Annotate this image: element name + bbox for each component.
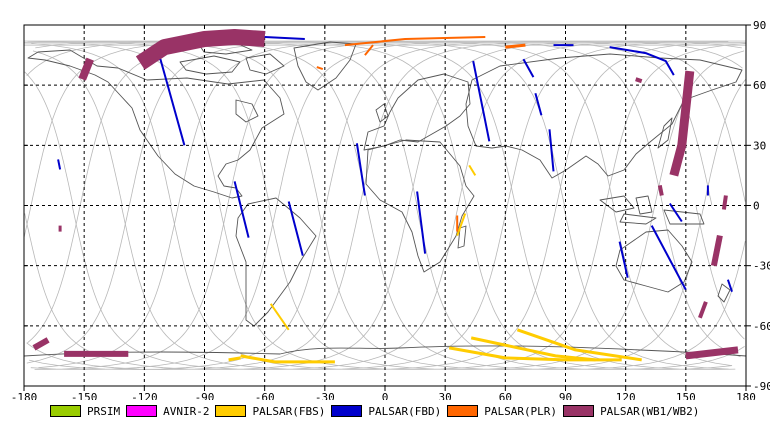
- legend-label: PALSAR(WB1/WB2): [600, 404, 700, 418]
- coastline-indonesia: [599, 195, 705, 225]
- legend-swatch: [331, 405, 363, 417]
- swath-palsar-wb1-wb2: [710, 235, 723, 267]
- coastline-new-zealand: [717, 283, 731, 303]
- x-tick-label: 30: [439, 391, 452, 400]
- legend-swatch: [563, 405, 595, 417]
- swath-palsar-fbd: [416, 191, 427, 254]
- swath-palsar-fbd: [159, 58, 186, 146]
- coastline-greenland: [293, 41, 357, 91]
- coastline-japan: [657, 117, 673, 149]
- coastlines: [23, 41, 747, 357]
- x-tick-label: 180: [736, 391, 756, 400]
- swath-palsar-fbd: [57, 159, 62, 170]
- swath-palsar-plr: [505, 43, 526, 49]
- swath-palsar-fbs: [228, 356, 241, 362]
- swath-palsar-plr: [364, 44, 374, 56]
- legend-label: AVNIR-2: [163, 404, 210, 418]
- swath-palsar-fbd: [472, 60, 491, 142]
- orbit-track: [26, 40, 746, 371]
- swath-palsar-fbs: [516, 328, 642, 362]
- swath-palsar-wb1-wb2: [635, 77, 643, 84]
- swath-palsar-wb1-wb2: [685, 346, 739, 360]
- legend-item: PALSAR(FBS): [215, 405, 325, 418]
- orbit-track: [30, 40, 732, 371]
- coastline-south-america: [235, 197, 317, 327]
- legend-item: PALSAR(WB1/WB2): [563, 405, 699, 418]
- x-tick-label: -30: [315, 391, 335, 400]
- y-tick-label: -60: [753, 320, 770, 333]
- coastline-madagascar: [457, 225, 467, 249]
- legend-label: PALSAR(FBS): [252, 404, 326, 418]
- coastline-british-isles: [375, 103, 389, 123]
- legend-label: PALSAR(FBD): [368, 404, 442, 418]
- coverage-map: -180 -150 -120 -90 -60 -30 0 30 60 90 120 150 180 90 6…: [10, 19, 770, 400]
- swath-palsar-plr: [316, 66, 324, 71]
- x-tick-label: -90: [195, 391, 215, 400]
- orbit-track: [32, 40, 742, 371]
- swath-palsar-fbs: [448, 346, 566, 362]
- swath-palsar-fbs: [468, 164, 477, 176]
- swath-palsar-fbd: [522, 58, 535, 78]
- acquisition-swaths: [32, 29, 739, 364]
- swath-palsar-plr: [344, 36, 486, 47]
- coastline-hudson-bay: [235, 99, 259, 123]
- coastline-north-america: [27, 49, 285, 199]
- swath-palsar-fbs: [240, 354, 335, 364]
- legend-item: AVNIR-2: [126, 405, 209, 418]
- swath-palsar-wb1-wb2: [78, 57, 94, 81]
- x-tick-label: -150: [71, 391, 98, 400]
- legend-swatch: [447, 405, 479, 417]
- x-tick-label: -60: [255, 391, 275, 400]
- swath-palsar-wb1-wb2: [721, 195, 728, 210]
- y-tick-label: 30: [753, 139, 766, 152]
- y-tick-label: 0: [753, 200, 760, 213]
- swath-palsar-fbd: [726, 279, 733, 293]
- swath-palsar-fbd: [233, 181, 250, 238]
- coastline-asia: [465, 53, 743, 179]
- legend-item: PALSAR(PLR): [447, 405, 557, 418]
- swath-palsar-fbs: [269, 303, 290, 331]
- x-tick-label: 90: [559, 391, 572, 400]
- swath-palsar-fbd: [650, 225, 687, 291]
- x-tick-label: -120: [131, 391, 158, 400]
- swath-palsar-fbd: [264, 36, 305, 40]
- legend-label: PALSAR(PLR): [484, 404, 558, 418]
- swath-palsar-wb1-wb2: [32, 337, 50, 351]
- axis-ticks: -180 -150 -120 -90 -60 -30 0 30 60 90 120 150 180 90 6…: [11, 19, 770, 400]
- swath-palsar-fbd: [534, 92, 543, 116]
- swath-palsar-wb1-wb2: [657, 185, 664, 196]
- y-tick-label: 90: [753, 19, 766, 32]
- legend-label: PRSIM: [87, 404, 121, 418]
- swath-palsar-fbd: [287, 201, 304, 256]
- legend-item: PALSAR(FBD): [331, 405, 441, 418]
- coastline-antarctica: [23, 345, 747, 357]
- x-tick-label: 120: [616, 391, 636, 400]
- coastline-australia: [615, 229, 693, 293]
- y-tick-label: -90: [753, 380, 770, 393]
- swath-palsar-wb1-wb2: [135, 29, 266, 70]
- legend-item: PRSIM: [50, 405, 120, 418]
- y-tick-label: 60: [753, 79, 766, 92]
- x-tick-label: 60: [499, 391, 512, 400]
- swath-palsar-wb1-wb2: [669, 70, 695, 177]
- orbit-track: [35, 40, 745, 371]
- swath-palsar-fbd: [668, 202, 683, 223]
- legend: PRSIM AVNIR-2 PALSAR(FBS) PALSAR(FBD) PALSAR…: [50, 402, 705, 420]
- y-tick-label: -30: [753, 260, 770, 273]
- swath-palsar-fbs: [456, 213, 467, 236]
- legend-swatch: [50, 405, 81, 417]
- orbit-track: [38, 40, 736, 371]
- x-tick-label: 150: [676, 391, 696, 400]
- swath-palsar-fbd: [355, 143, 366, 196]
- legend-swatch: [126, 405, 158, 417]
- swath-palsar-wb1-wb2: [698, 301, 708, 319]
- orbit-track: [34, 40, 729, 370]
- x-tick-label: -180: [11, 391, 38, 400]
- x-tick-label: 0: [382, 391, 389, 400]
- swath-palsar-fbd: [609, 46, 675, 76]
- swath-palsar-fbd: [548, 129, 555, 172]
- legend-swatch: [215, 405, 247, 417]
- swath-palsar-fbd: [618, 241, 629, 278]
